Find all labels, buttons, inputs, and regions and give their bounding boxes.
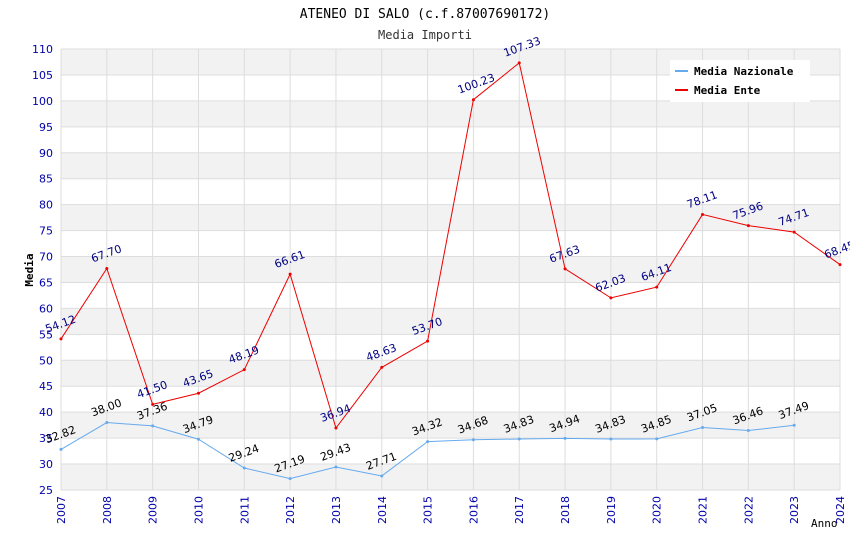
y-tick-label: 35 [39, 432, 53, 445]
x-tick-label: 2015 [422, 496, 435, 524]
y-tick-label: 90 [39, 147, 53, 160]
legend-entry-label: Media Nazionale [694, 65, 794, 78]
x-tick-label: 2022 [742, 496, 755, 524]
x-tick-label: 2024 [834, 496, 847, 524]
x-tick-label: 2018 [559, 496, 572, 524]
data-point [746, 224, 750, 228]
y-tick-label: 75 [39, 225, 53, 238]
data-point [334, 465, 338, 469]
x-tick-label: 2010 [192, 496, 205, 524]
y-tick-label: 80 [39, 199, 53, 212]
data-point [792, 230, 796, 234]
x-tick-label: 2021 [697, 496, 710, 524]
data-point [838, 263, 842, 267]
y-tick-label: 40 [39, 406, 53, 419]
data-point [59, 447, 63, 451]
y-axis-label: Media [23, 253, 36, 286]
data-point [792, 423, 796, 427]
grid-band [61, 308, 840, 335]
data-point [517, 437, 521, 441]
x-tick-label: 2009 [147, 496, 160, 524]
grid-band [61, 204, 840, 231]
data-point [380, 365, 384, 369]
y-tick-label: 70 [39, 251, 53, 264]
y-tick-label: 60 [39, 302, 53, 315]
x-tick-label: 2023 [788, 496, 801, 524]
data-point [701, 212, 705, 216]
y-tick-label: 85 [39, 173, 53, 186]
data-point [242, 466, 246, 470]
y-tick-label: 45 [39, 380, 53, 393]
x-tick-label: 2016 [467, 496, 480, 524]
data-point [655, 285, 659, 289]
grid-band [61, 100, 840, 127]
data-point [288, 272, 292, 276]
data-point [380, 474, 384, 478]
chart-subtitle: Media Importi [378, 28, 472, 42]
data-point [426, 339, 430, 343]
x-tick-label: 2017 [513, 496, 526, 524]
y-tick-label: 105 [32, 69, 53, 82]
series-line-1 [60, 61, 841, 430]
series-lines [59, 61, 842, 481]
data-point [334, 426, 338, 430]
data-point [563, 436, 567, 440]
data-point [151, 402, 155, 406]
y-tick-label: 65 [39, 276, 53, 289]
data-point [609, 437, 613, 441]
x-tick-label: 2007 [55, 496, 68, 524]
data-point [655, 437, 659, 441]
data-point [105, 266, 109, 270]
x-tick-label: 2014 [376, 496, 389, 524]
data-point [471, 98, 475, 102]
x-axis-ticks: 2007 2008 2009 2010 2011 2012 2013 2014 2015 2016… [55, 496, 847, 524]
data-point [426, 440, 430, 444]
data-point [242, 368, 246, 372]
grid-band [61, 256, 840, 283]
grid-band [61, 360, 840, 387]
plot-background [61, 49, 840, 490]
y-tick-label: 50 [39, 354, 53, 367]
x-tick-label: 2020 [651, 496, 664, 524]
grid-band [61, 152, 840, 179]
x-axis-label: Anno [811, 517, 838, 530]
y-tick-label: 95 [39, 121, 53, 134]
grid-lines [60, 48, 841, 491]
y-axis-ticks: 25 30 35 40 45 50 55 60 65 70 75 80 85 90 95 100 105 110 [32, 43, 53, 497]
data-point [746, 429, 750, 433]
data-point [701, 425, 705, 429]
data-point [105, 421, 109, 425]
y-tick-label: 25 [39, 484, 53, 497]
data-point [59, 337, 63, 341]
data-point [288, 477, 292, 481]
data-point [471, 438, 475, 442]
legend: Media Nazionale Media Ente [670, 60, 810, 102]
chart-title: ATENEO DI SALO (c.f.87007690172) [300, 7, 550, 22]
legend-box [670, 60, 810, 102]
x-tick-label: 2019 [605, 496, 618, 524]
data-point [609, 296, 613, 300]
data-label: 68.45 [823, 238, 850, 261]
grid-band [61, 464, 840, 490]
data-point [196, 437, 200, 441]
data-point [517, 61, 521, 65]
x-tick-label: 2008 [101, 496, 114, 524]
data-point [151, 424, 155, 428]
x-tick-label: 2011 [238, 496, 251, 524]
y-tick-label: 110 [32, 43, 53, 56]
legend-entry-label: Media Ente [694, 84, 761, 97]
y-tick-label: 30 [39, 458, 53, 471]
y-tick-label: 100 [32, 95, 53, 108]
data-point [196, 391, 200, 395]
y-tick-label: 55 [39, 328, 53, 341]
grid-band [61, 412, 840, 439]
x-tick-label: 2012 [284, 496, 297, 524]
x-tick-label: 2013 [330, 496, 343, 524]
data-point [563, 267, 567, 271]
